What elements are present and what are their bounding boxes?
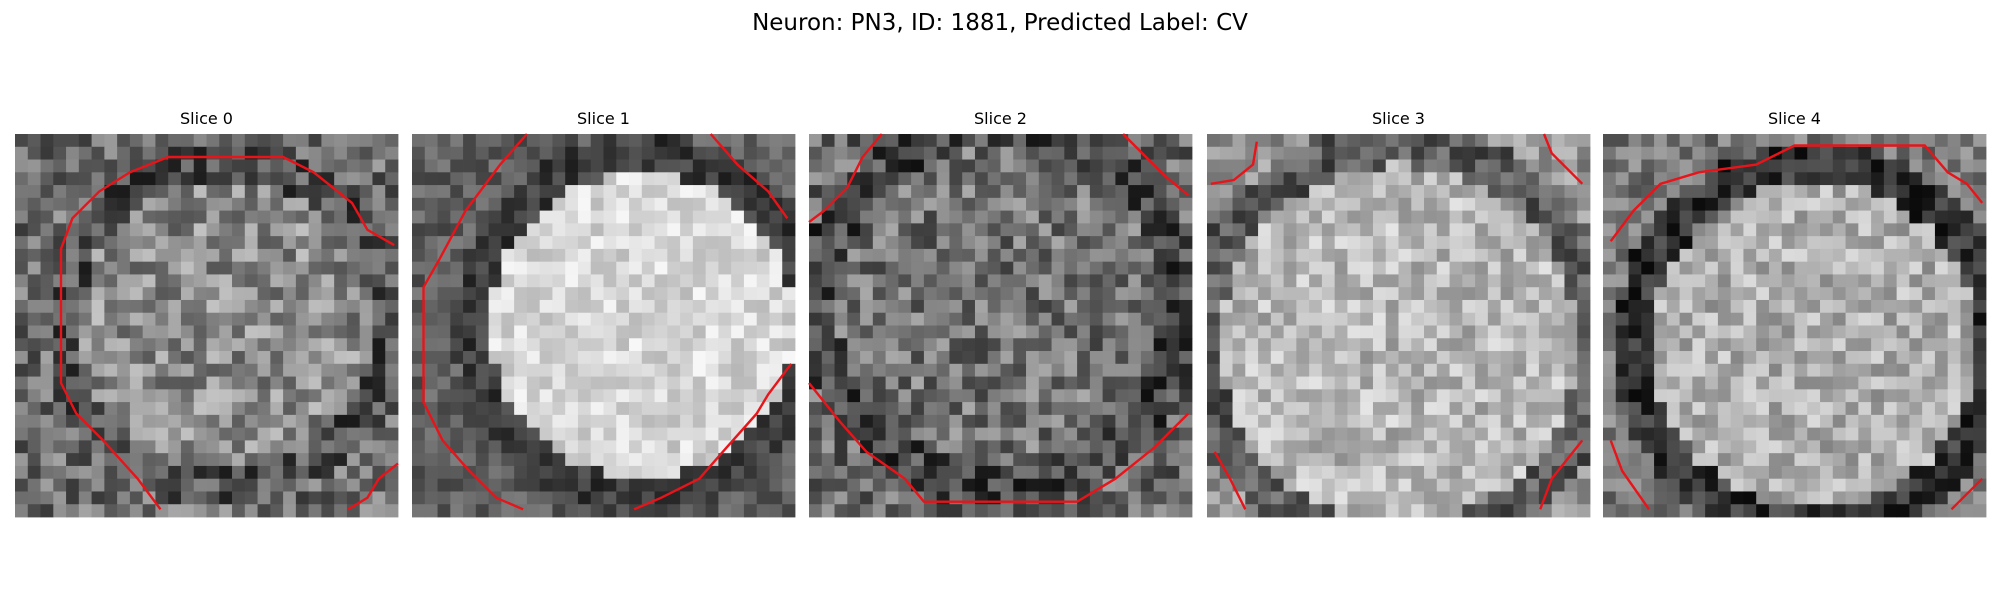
slice-panel: Slice 2	[808, 109, 1193, 518]
contour	[1542, 133, 1584, 185]
slice-panel: Slice 4	[1603, 109, 1987, 518]
contour	[633, 363, 793, 511]
contour	[347, 462, 399, 511]
contour	[1950, 477, 1984, 511]
slice-title: Slice 0	[180, 109, 233, 128]
slice-image	[1207, 134, 1591, 518]
contour	[808, 382, 1190, 503]
slice-title: Slice 4	[1768, 109, 1821, 128]
slice-image	[1603, 134, 1987, 518]
slice-title: Slice 1	[577, 109, 630, 128]
slice-title: Slice 3	[1372, 109, 1425, 128]
contour	[59, 155, 395, 511]
slice-panel: Slice 3	[1207, 109, 1591, 518]
contour	[1122, 133, 1189, 197]
slice-title: Slice 2	[974, 109, 1027, 128]
slice-image	[412, 134, 796, 518]
contour	[1210, 141, 1258, 185]
slice-panel: Slice 0	[15, 109, 399, 518]
slice-image	[15, 134, 399, 518]
figure-title: Neuron: PN3, ID: 1881, Predicted Label: …	[752, 10, 1248, 36]
contour	[422, 133, 528, 511]
contour	[1609, 439, 1650, 510]
contour	[808, 133, 883, 224]
contour	[1609, 144, 1984, 242]
contour	[1539, 439, 1584, 510]
slice-image	[809, 134, 1193, 518]
contour	[709, 133, 789, 219]
contour	[1213, 451, 1247, 510]
slice-panel: Slice 1	[412, 109, 796, 518]
